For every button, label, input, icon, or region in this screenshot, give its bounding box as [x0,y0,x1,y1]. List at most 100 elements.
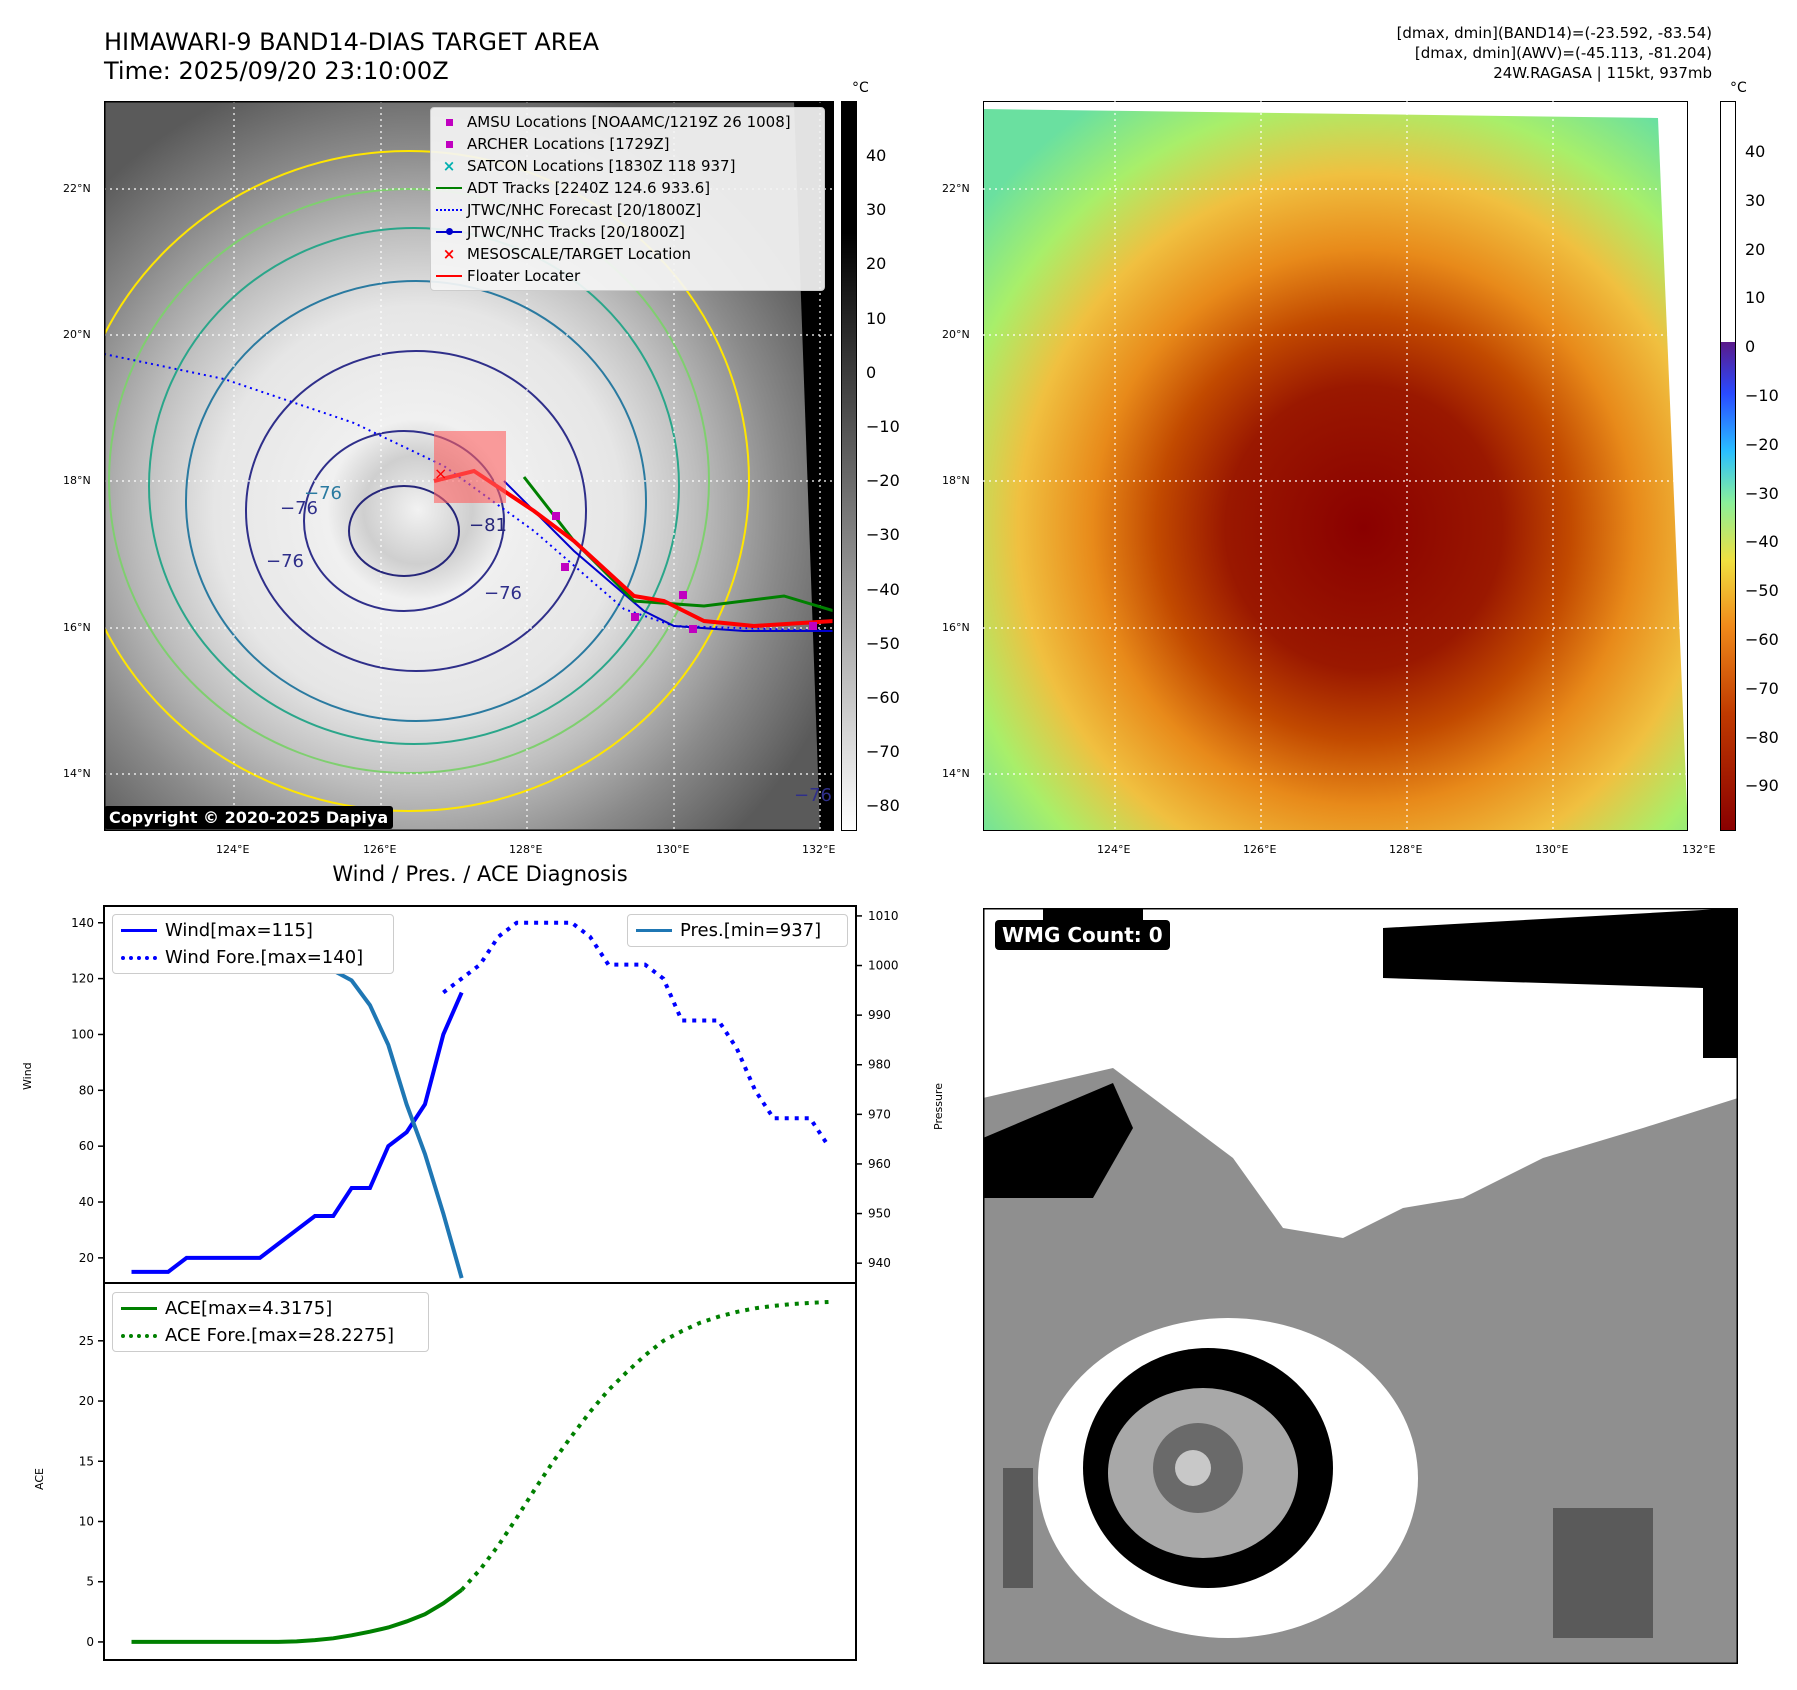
wmg-panel: WMG Count: 0 [982,907,1739,1665]
ir-lon-tick: 126°E [363,843,397,856]
legend-item: JTWC/NHC Tracks [20/1800Z] [431,221,824,243]
ace-axis-label: ACE [33,1468,46,1490]
x-marker-icon: × [442,157,456,175]
awv-colorbar [1720,101,1736,831]
ace-ytick-label: 5 [86,1575,94,1589]
copyright-label: Copyright © 2020-2025 Dapiya [104,806,394,829]
ir-colorbar-tick: −70 [866,742,900,762]
pressure-ytick-label: 940 [868,1256,891,1270]
awv-colorbar-tick: −50 [1745,581,1779,601]
ir-colorbar-tick: −60 [866,688,900,707]
pressure-legend: Pres.[min=937] [627,914,848,947]
ace-ytick-label: 15 [79,1454,94,1468]
wmg-image [982,907,1739,1665]
ir-lat-tick: 16°N [63,621,91,634]
awv-colorbar-tick: −70 [1745,678,1779,698]
awv-lat-tick: 18°N [942,474,970,487]
pressure-ytick-label: 1000 [868,959,899,973]
wind-series-line [131,991,464,1274]
wind-ytick-label: 60 [79,1139,94,1153]
pressure-ytick-label: 990 [868,1008,891,1022]
legend-item: Wind[max=115] [113,917,393,944]
dotted-line-icon [436,209,462,211]
awv-lat-tick: 14°N [942,767,970,780]
ir-legend: AMSU Locations [NOAAMC/1219Z 26 1008] AR… [430,107,825,291]
ace-ytick-label: 10 [79,1514,94,1528]
contour-label: −76 [794,785,832,806]
awv-range-text: [dmax, dmin](AWV)=(-45.113, -81.204) [1414,44,1712,62]
ir-lat-tick: 22°N [63,182,91,195]
figure-title: HIMAWARI-9 BAND14-DIAS TARGET AREA [104,28,600,56]
ir-colorbar-tick: −20 [866,471,900,491]
ace-forecast-series-line [460,1299,829,1592]
diagnosis-title: Wind / Pres. / ACE Diagnosis [332,862,628,886]
awv-colorbar-tick: −20 [1745,434,1779,454]
wind-forecast-series-line [442,920,831,1148]
pressure-ytick-label: 970 [868,1107,891,1121]
ir-colorbar-tick: 40 [866,146,887,165]
legend-item: AMSU Locations [NOAAMC/1219Z 26 1008] [431,111,824,133]
ir-lon-tick: 130°E [656,843,690,856]
contour-label: −76 [266,551,304,572]
contour-label: −76 [484,583,522,604]
awv-colorbar-unit: °C [1730,80,1747,96]
legend-item: JTWC/NHC Forecast [20/1800Z] [431,199,824,221]
legend-item: ACE[max=4.3175] [113,1295,428,1322]
legend-item: Floater Locater [431,265,824,287]
pressure-axis-label: Pressure [932,1083,945,1130]
awv-colorbar-tick: −60 [1745,630,1779,649]
target-marker: × [434,464,447,483]
square-marker-icon [445,140,453,148]
wind-ytick-label: 40 [79,1195,94,1209]
ir-lat-tick: 20°N [63,328,91,341]
line-dot-marker-icon [436,228,462,235]
ir-lat-tick: 18°N [63,474,91,487]
pressure-ytick-label: 980 [868,1058,891,1072]
dotted-line-icon [121,1333,157,1338]
legend-item: × SATCON Locations [1830Z 118 937] [431,155,824,177]
x-marker-icon: × [442,245,456,263]
ir-colorbar-tick: −80 [866,796,900,816]
ir-colorbar-tick: 10 [866,308,887,328]
awv-lat-tick: 22°N [942,182,970,195]
awv-lon-tick: 126°E [1243,843,1277,856]
legend-item: ARCHER Locations [1729Z] [431,133,824,155]
ir-colorbar-unit: °C [852,80,869,96]
ir-colorbar-tick: −10 [866,417,900,436]
legend-item: ACE Fore.[max=28.2275] [113,1322,428,1349]
wind-ytick-label: 100 [71,1027,94,1041]
awv-colorbar-tick: −30 [1745,483,1779,503]
line-marker-icon [436,275,462,277]
pressure-ytick-label: 950 [868,1207,891,1221]
ir-lat-tick: 14°N [63,767,91,780]
ace-series-line [131,1588,463,1644]
ir-lon-tick: 128°E [509,843,543,856]
awv-colorbar-tick: −80 [1745,727,1779,747]
awv-colorbar-tick: 20 [1745,239,1766,259]
wind-ytick-label: 140 [71,916,94,930]
awv-lon-tick: 124°E [1097,843,1131,856]
line-marker-icon [636,929,672,932]
ace-frame [103,1282,857,1661]
contour-label: −81 [469,515,507,536]
ir-colorbar-tick: 30 [866,200,887,220]
awv-lon-tick: 128°E [1389,843,1423,856]
awv-colorbar-tick: −40 [1745,532,1779,552]
contour-label: −76 [280,498,318,519]
awv-colorbar-tick: 40 [1745,142,1766,161]
line-marker-icon [121,1307,157,1310]
ace-ytick-label: 25 [79,1334,94,1348]
wind-ytick-label: 120 [71,972,94,986]
pressure-ytick-label: 960 [868,1157,891,1171]
legend-item: Pres.[min=937] [628,917,847,944]
awv-colorbar-tick: 0 [1745,337,1756,357]
legend-item: ADT Tracks [2240Z 124.6 933.6] [431,177,824,199]
awv-colorbar-tick: −10 [1745,386,1779,405]
line-marker-icon [121,929,157,932]
ir-map-panel: × −76 −76 −76 −76 −81 −76 Copyright © 20… [103,100,835,832]
figure-time: Time: 2025/09/20 23:10:00Z [104,57,449,85]
dotted-line-icon [121,955,157,960]
wind-ytick-label: 80 [79,1083,94,1097]
wind-ytick-label: 20 [79,1251,94,1265]
awv-lat-tick: 16°N [942,621,970,634]
